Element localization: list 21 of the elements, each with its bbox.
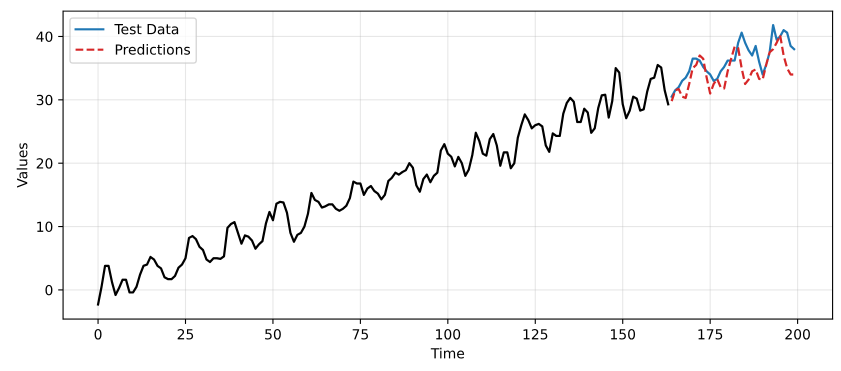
- line-series: [670, 34, 796, 102]
- x-tick-label: 75: [352, 329, 368, 340]
- y-tick-label: 20: [36, 158, 52, 169]
- x-axis-title: Time: [430, 348, 464, 359]
- x-tick-label: 50: [265, 329, 281, 340]
- line-series: [670, 24, 796, 98]
- x-tick-label: 0: [94, 329, 102, 340]
- legend-label: Predictions: [116, 44, 190, 55]
- y-axis-title: Values: [16, 143, 28, 188]
- y-tick-label: 30: [36, 94, 52, 106]
- line-series: [96, 64, 670, 306]
- x-tick-label: 125: [524, 329, 548, 340]
- x-tick-label: 25: [178, 329, 194, 340]
- y-tick-label: 10: [37, 222, 52, 232]
- legend-label: Test Data: [114, 24, 178, 34]
- y-tick-label: 0: [45, 284, 52, 296]
- x-tick-label: 150: [610, 329, 636, 340]
- x-tick-label: 175: [698, 329, 722, 340]
- x-tick-label: 200: [785, 329, 810, 340]
- y-tick-label: 40: [36, 31, 52, 42]
- x-tick-label: 100: [436, 329, 460, 340]
